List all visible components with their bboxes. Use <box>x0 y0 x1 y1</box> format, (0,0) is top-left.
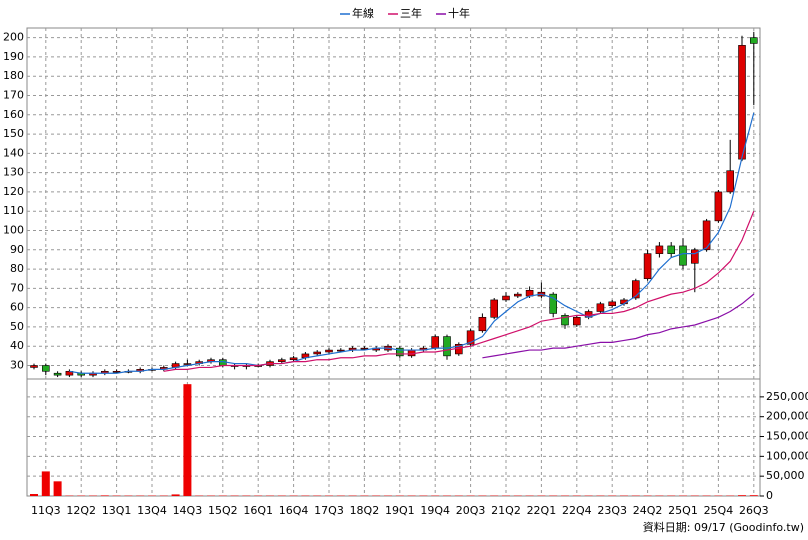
x-tick-label: 15Q2 <box>208 504 238 517</box>
y-tick-label: 90 <box>10 243 24 256</box>
x-tick-label: 18Q2 <box>350 504 380 517</box>
plot-frame <box>26 27 761 497</box>
x-tick-label: 20Q3 <box>456 504 486 517</box>
x-tick-label: 26Q3 <box>739 504 769 517</box>
y2-tick-label: 250,000 <box>766 390 808 403</box>
x-tick-label: 25Q1 <box>668 504 698 517</box>
volume-bar <box>100 495 109 496</box>
volume-bar <box>738 495 746 496</box>
candle-body <box>561 315 569 326</box>
y-tick-label: 160 <box>3 108 24 121</box>
x-tick-label: 12Q2 <box>66 504 96 517</box>
x-tick-label: 16Q4 <box>279 504 309 517</box>
y-tick-label: 140 <box>3 146 24 159</box>
y-tick-label: 80 <box>10 262 24 275</box>
candle-body <box>466 330 475 345</box>
y-tick-label: 190 <box>3 50 24 63</box>
candle-body <box>608 301 617 307</box>
candle-body <box>726 170 735 193</box>
volume-bar <box>30 494 38 496</box>
candle-body <box>490 299 499 318</box>
y-tick-label: 30 <box>10 359 24 372</box>
candle-body <box>478 316 487 332</box>
candle-body <box>667 245 676 254</box>
x-tick-label: 22Q1 <box>527 504 557 517</box>
candle-body <box>513 293 522 297</box>
candle-body <box>549 293 558 314</box>
candle-body <box>277 359 286 362</box>
y-tick-label: 70 <box>10 281 24 294</box>
candle-body <box>714 191 723 222</box>
y-tick-label: 110 <box>3 204 24 217</box>
x-tick-label: 13Q4 <box>137 504 167 517</box>
candle-body <box>53 372 62 376</box>
x-tick-label: 17Q3 <box>314 504 344 517</box>
volume-bar <box>171 494 180 496</box>
candle-body <box>702 220 711 251</box>
volume-bar <box>749 495 758 496</box>
y-tick-label: 200 <box>3 31 24 44</box>
x-tick-label: 11Q3 <box>31 504 61 517</box>
y2-tick-label: 100,000 <box>766 449 808 462</box>
y-tick-label: 100 <box>3 224 24 237</box>
candle-body <box>502 295 510 301</box>
x-tick-label: 21Q2 <box>491 504 521 517</box>
footer: 資料日期: 09/17 (Goodinfo.tw) <box>643 520 804 534</box>
volume-bar <box>53 481 62 496</box>
legend-label: 三年 <box>400 6 422 20</box>
ma-line <box>69 112 755 374</box>
legend-label: 年線 <box>352 6 374 20</box>
volume-bar <box>41 471 50 496</box>
candle-body <box>30 365 38 368</box>
y2-tick-label: 150,000 <box>766 430 808 443</box>
candle-body <box>431 336 440 349</box>
candle-body <box>690 249 699 264</box>
candle-body <box>572 316 581 326</box>
y-tick-label: 60 <box>10 301 24 314</box>
candle-body <box>313 351 322 355</box>
candle-body <box>655 245 664 254</box>
candle-body <box>643 253 652 280</box>
candle-body <box>183 363 192 365</box>
candle-body <box>395 347 404 357</box>
legend-label: 十年 <box>448 6 470 20</box>
x-tick-label: 16Q1 <box>243 504 273 517</box>
y2-tick-label: 0 <box>766 489 773 502</box>
y-tick-label: 120 <box>3 185 24 198</box>
y-tick-label: 130 <box>3 166 24 179</box>
x-tick-label: 19Q4 <box>420 504 450 517</box>
candle-body <box>738 45 746 160</box>
candle-body <box>112 370 121 373</box>
y-tick-label: 170 <box>3 89 24 102</box>
ma-line <box>163 210 755 372</box>
x-tick-label: 14Q3 <box>173 504 203 517</box>
candle-body <box>336 349 345 352</box>
candle-body <box>679 245 687 266</box>
candle-body <box>596 303 605 312</box>
x-tick-label: 13Q1 <box>102 504 132 517</box>
y-tick-label: 180 <box>3 69 24 82</box>
x-tick-label: 19Q1 <box>385 504 415 517</box>
x-tick-label: 25Q4 <box>704 504 734 517</box>
y2-tick-label: 50,000 <box>766 469 805 482</box>
x-tick-label: 24Q2 <box>633 504 663 517</box>
candle-body <box>325 349 333 353</box>
y-tick-label: 40 <box>10 339 24 352</box>
x-tick-label: 22Q4 <box>562 504 592 517</box>
ma-line <box>482 293 755 359</box>
volume-bar <box>183 384 192 496</box>
candle-body <box>443 336 451 357</box>
y-tick-label: 50 <box>10 320 24 333</box>
candle-body <box>289 357 298 361</box>
y-tick-label: 150 <box>3 127 24 140</box>
candle-body <box>360 347 369 350</box>
candle-body <box>631 280 640 299</box>
candle-body <box>41 365 50 372</box>
x-tick-label: 23Q3 <box>597 504 627 517</box>
y2-tick-label: 200,000 <box>766 410 808 423</box>
candle-body <box>749 37 758 44</box>
